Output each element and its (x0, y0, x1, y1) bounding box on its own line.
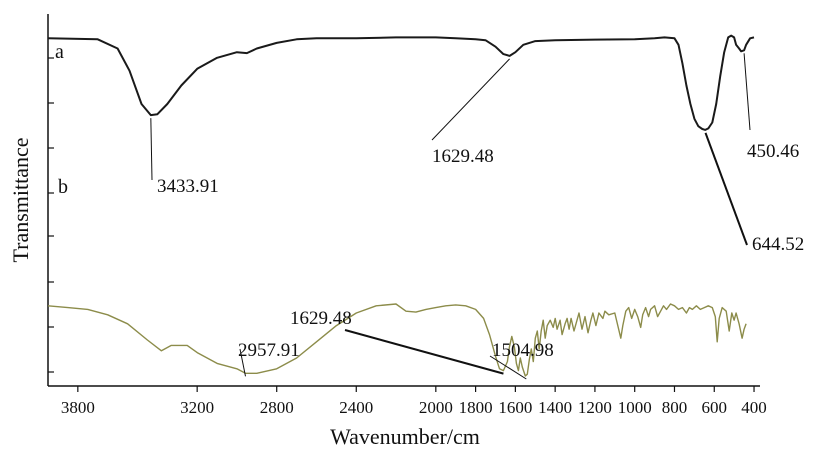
peak-annotation: 450.46 (747, 141, 799, 162)
x-tick-label: 1200 (578, 398, 612, 417)
annotation-leader (239, 348, 246, 377)
x-tick-label: 3800 (61, 398, 95, 417)
x-tick-label: 800 (662, 398, 688, 417)
x-tick-label: 1800 (459, 398, 493, 417)
x-tick-label: 2800 (260, 398, 294, 417)
annotation-leader (150, 118, 153, 181)
annotation-leader (489, 355, 527, 380)
x-tick-label: 400 (741, 398, 767, 417)
x-tick-label: 3200 (180, 398, 214, 417)
annotation-leader (743, 53, 751, 131)
x-tick-label: 2000 (419, 398, 453, 417)
annotation-leader (704, 132, 748, 246)
series-label-a: a (55, 41, 64, 63)
x-tick-label: 2400 (339, 398, 373, 417)
peak-annotation: 1629.48 (432, 146, 494, 167)
peak-annotation: 3433.91 (157, 176, 219, 197)
x-tick-label: 1600 (498, 398, 532, 417)
annotation-layer: 3433.91 1629.48 450.46 644.52 2957.91 1629.48… (150, 53, 804, 380)
plot-area: 3800 3200 2800 2400 2000 1800 1600 1400 1200 1000… (47, 14, 804, 417)
y-axis-ticks (48, 57, 54, 373)
annotation-leader (431, 58, 510, 141)
series-label-b: b (58, 176, 68, 198)
peak-annotation: 1629.48 (290, 308, 352, 329)
series-line-a (47, 34, 755, 131)
x-tick-label: 1400 (538, 398, 572, 417)
peak-annotation: 2957.91 (238, 340, 300, 361)
y-axis-title: Transmittance (8, 137, 33, 262)
series-line-b (47, 303, 747, 377)
peak-annotation: 1504.98 (492, 340, 554, 361)
annotation-leader (344, 329, 504, 375)
peak-annotation: 644.52 (752, 234, 804, 255)
x-axis-title: Wavenumber/cm (330, 424, 480, 449)
x-tick-label: 1000 (618, 398, 652, 417)
x-tick-label: 600 (702, 398, 728, 417)
x-axis-ticks: 3800 3200 2800 2400 2000 1800 1600 1400 1200 1000… (61, 386, 767, 417)
series-layer: ab (47, 34, 755, 377)
